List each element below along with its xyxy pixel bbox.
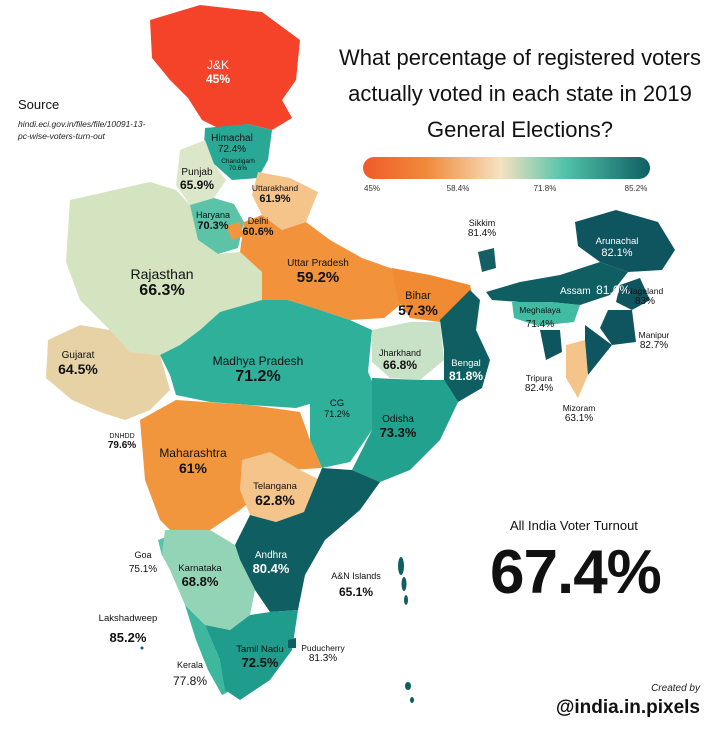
region-bengal: [440, 290, 490, 402]
region-assam: [486, 262, 628, 305]
region-manipur: [600, 310, 636, 345]
label-punjab: Punjab 65.9%: [179, 167, 215, 192]
region-sikkim: [478, 248, 496, 272]
legend-color-scale: [363, 157, 650, 179]
region-up: [240, 215, 406, 320]
region-mp: [160, 300, 372, 408]
label-chandigarh: Chandigarh 70.6%: [221, 158, 255, 172]
region-puducherry: [288, 638, 296, 648]
region-maharashtra: [140, 400, 322, 540]
all-india-value: 67.4%: [490, 538, 662, 607]
label-kerala: Kerala 77.8%: [172, 660, 208, 688]
region-nagaland: [616, 278, 650, 310]
creator-handle: @india.in.pixels: [555, 697, 700, 718]
label-haryana: Haryana 70.3%: [195, 210, 231, 232]
label-karnataka: Karnataka 68.8%: [178, 563, 222, 589]
region-mizoram: [566, 340, 588, 398]
label-rajasthan: Rajasthan 66.3%: [130, 266, 194, 299]
label-tripura: Tripura 82.4%: [524, 373, 554, 394]
label-tamilnadu: Tamil Nadu 72.5%: [236, 644, 284, 670]
region-jk: [150, 5, 300, 130]
label-sikkim: Sikkim 81.4%: [467, 218, 497, 239]
label-uttarakhand: Uttarakhand 61.9%: [251, 183, 299, 205]
label-mp: Madhya Pradesh 71.2%: [212, 354, 304, 385]
label-bihar: Bihar 57.3%: [398, 290, 438, 318]
label-telangana: Telangana 62.8%: [253, 481, 297, 508]
label-andhra: Andhra 80.4%: [252, 550, 290, 576]
label-dnhdd: DNHDD 79.6%: [107, 433, 137, 451]
region-cg: [310, 372, 378, 468]
label-odisha: Odisha 73.3%: [379, 414, 417, 440]
label-bengal: Bengal 81.8%: [448, 358, 484, 383]
map-title: What percentage of registered voters act…: [339, 45, 701, 142]
label-nagaland: Nagaland 83%: [626, 286, 664, 307]
source-text: hindi.eci.gov.in/files/file/10091-13-pc-…: [18, 119, 146, 141]
label-puducherry: Puducherry 81.3%: [301, 643, 345, 664]
label-cg: CG 71.2%: [324, 398, 350, 419]
label-up: Uttar Pradesh 59.2%: [287, 258, 349, 286]
label-gujarat: Gujarat 64.5%: [58, 350, 98, 377]
all-india-label: All India Voter Turnout: [510, 518, 638, 533]
label-meghalaya: Meghalaya 71.4%: [519, 305, 561, 330]
source-heading: Source: [18, 97, 60, 112]
label-himachal: Himachal 72.4%: [211, 133, 253, 155]
label-lakshadweep: Lakshadweep 85.2%: [98, 613, 158, 645]
region-telangana: [240, 452, 320, 522]
region-karnataka: [162, 530, 255, 630]
region-kerala: [185, 605, 232, 695]
region-delhi: [226, 222, 244, 240]
region-arunachal: [575, 210, 675, 272]
label-jk: J&K 45%: [205, 58, 231, 86]
label-delhi: Delhi 60.6%: [242, 216, 274, 238]
region-an-islands: [398, 557, 414, 703]
label-an-islands: A&N Islands 65.1%: [331, 571, 381, 599]
label-arunachal: Arunachal 82.1%: [595, 236, 639, 259]
label-jharkhand: Jharkhand 66.8%: [378, 348, 422, 372]
legend-tick-2: 71.8%: [533, 184, 557, 193]
region-jharkhand: [372, 322, 444, 380]
region-gujarat: [46, 325, 170, 420]
legend-tick-1: 58.4%: [446, 184, 470, 193]
region-uttarakhand: [252, 172, 318, 230]
label-maharashtra: Maharashtra 61%: [159, 446, 227, 476]
created-by-label: Created by: [651, 683, 700, 694]
region-meghalaya: [512, 302, 580, 326]
region-odisha: [352, 378, 458, 482]
region-lakshadweep: [140, 646, 144, 650]
region-andhra: [235, 468, 380, 612]
region-ne-south: [585, 325, 612, 375]
label-assam: Assam 81.6%: [560, 283, 631, 297]
label-goa: Goa 75.1%: [128, 550, 158, 575]
region-punjab: [176, 140, 226, 205]
region-tripura: [540, 330, 562, 360]
region-rajasthan: [66, 182, 262, 355]
legend-tick-3: 85.2%: [624, 184, 648, 193]
region-himachal: [204, 124, 272, 180]
region-tamilnadu: [205, 610, 298, 700]
label-mizoram: Mizoram 63.1%: [562, 403, 596, 424]
region-haryana: [186, 198, 244, 254]
legend-tick-0: 45%: [363, 184, 381, 193]
label-manipur: Manipur 82.7%: [638, 330, 670, 351]
